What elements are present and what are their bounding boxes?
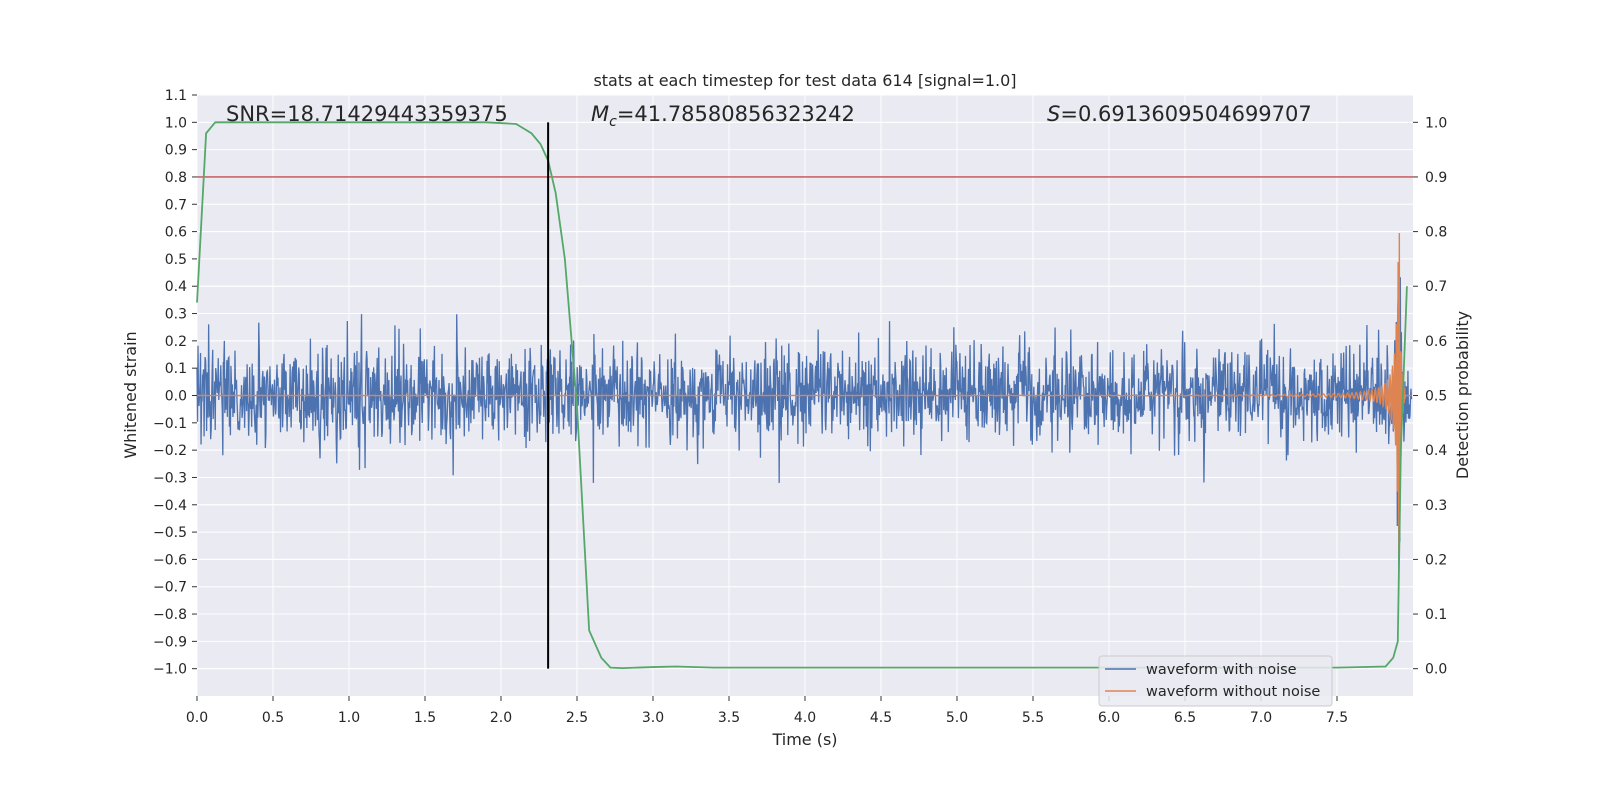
y-right-tick-label: 0.9 xyxy=(1425,170,1447,186)
chirp-mass-annotation: Mc=41.78580856323242 xyxy=(591,102,855,130)
y-left-tick-label: 0.9 xyxy=(165,143,187,159)
right-y-axis-label: Detection probability xyxy=(1453,311,1472,479)
y-left-tick-label: −0.3 xyxy=(153,470,187,486)
y-left-tick-label: 1.0 xyxy=(165,115,187,131)
legend-box xyxy=(1098,655,1333,707)
x-tick-label: 0.5 xyxy=(262,710,284,726)
y-right-tick-label: 1.0 xyxy=(1425,115,1447,131)
y-right-tick-label: 0.3 xyxy=(1425,498,1447,514)
x-tick-label: 6.0 xyxy=(1098,710,1120,726)
y-right-tick-label: 0.6 xyxy=(1425,334,1447,350)
y-right-tick-label: 0.0 xyxy=(1425,662,1447,678)
y-left-tick-label: −1.0 xyxy=(153,662,187,678)
y-left-tick-label: −0.4 xyxy=(153,498,187,514)
x-tick-label: 2.5 xyxy=(566,710,588,726)
y-left-tick-label: 0.7 xyxy=(165,197,187,213)
y-right-tick-label: 0.1 xyxy=(1425,607,1447,623)
x-tick-label: 3.5 xyxy=(718,710,740,726)
x-tick-label: 4.5 xyxy=(870,710,892,726)
y-left-tick-label: −0.2 xyxy=(153,443,187,459)
left-y-axis-ticks: 1.1 1.0 0.9 0.8 0.7 0.6 0.5 0.4 0.3 0.2 0.1 0.0 −0.1… xyxy=(153,88,197,678)
y-left-tick-label: 0.0 xyxy=(165,389,187,405)
x-tick-label: 7.5 xyxy=(1326,710,1348,726)
y-left-tick-label: 1.1 xyxy=(165,88,187,104)
y-left-tick-label: −0.8 xyxy=(153,607,187,623)
y-left-tick-label: −0.9 xyxy=(153,634,187,650)
x-axis-ticks: 0.0 0.5 1.0 1.5 2.0 2.5 3.0 3.5 4.0 4.5 5.0 5.5 6.0 6… xyxy=(186,696,1348,726)
y-left-tick-label: 0.3 xyxy=(165,307,187,323)
chirp-mass-symbol: M xyxy=(591,102,609,126)
y-left-tick-label: 0.6 xyxy=(165,225,187,241)
x-tick-label: 5.5 xyxy=(1022,710,1044,726)
y-right-tick-label: 0.8 xyxy=(1425,225,1447,241)
x-tick-label: 6.5 xyxy=(1174,710,1196,726)
chirp-mass-subscript: c xyxy=(609,114,617,130)
legend-label-clean: waveform without noise xyxy=(1146,684,1320,700)
y-left-tick-label: −0.7 xyxy=(153,580,187,596)
left-y-axis-label: Whitened strain xyxy=(121,331,140,458)
x-axis-label: Time (s) xyxy=(771,730,837,749)
x-tick-label: 2.0 xyxy=(490,710,512,726)
y-right-tick-label: 0.2 xyxy=(1425,552,1447,568)
x-tick-label: 7.0 xyxy=(1250,710,1272,726)
x-tick-label: 0.0 xyxy=(186,710,208,726)
chart-title: stats at each timestep for test data 614… xyxy=(593,71,1016,90)
s-annotation: S=0.6913609504699707 xyxy=(1047,102,1312,126)
x-tick-label: 4.0 xyxy=(794,710,816,726)
legend-label-noise: waveform with noise xyxy=(1146,662,1297,678)
x-tick-label: 5.0 xyxy=(946,710,968,726)
y-left-tick-label: −0.1 xyxy=(153,416,187,432)
noise-waveform-line xyxy=(196,267,1413,576)
series-waveform-with-noise xyxy=(196,267,1413,576)
y-left-tick-label: 0.4 xyxy=(165,279,187,295)
series-waveform-without-noise xyxy=(197,233,1412,554)
y-left-tick-label: 0.5 xyxy=(165,252,187,268)
x-tick-label: 1.0 xyxy=(338,710,360,726)
y-left-tick-label: 0.8 xyxy=(165,170,187,186)
x-tick-label: 1.5 xyxy=(414,710,436,726)
right-y-axis-ticks: 1.0 0.9 0.8 0.7 0.6 0.5 0.4 0.3 0.2 0.1 0.0 xyxy=(1413,115,1447,678)
s-value: =0.6913609504699707 xyxy=(1060,102,1311,126)
y-left-tick-label: −0.6 xyxy=(153,552,187,568)
y-left-tick-label: 0.1 xyxy=(165,361,187,377)
clean-waveform-line xyxy=(197,233,1412,554)
x-tick-label: 3.0 xyxy=(642,710,664,726)
y-right-tick-label: 0.5 xyxy=(1425,389,1447,405)
y-right-tick-label: 0.4 xyxy=(1425,443,1447,459)
snr-annotation: SNR=18.71429443359375 xyxy=(226,102,508,126)
y-left-tick-label: 0.2 xyxy=(165,334,187,350)
s-symbol: S xyxy=(1047,102,1060,126)
legend: waveform with noise waveform without noi… xyxy=(1098,655,1333,707)
y-right-tick-label: 0.7 xyxy=(1425,279,1447,295)
y-left-tick-label: −0.5 xyxy=(153,525,187,541)
chirp-mass-value: =41.78580856323242 xyxy=(617,102,855,126)
